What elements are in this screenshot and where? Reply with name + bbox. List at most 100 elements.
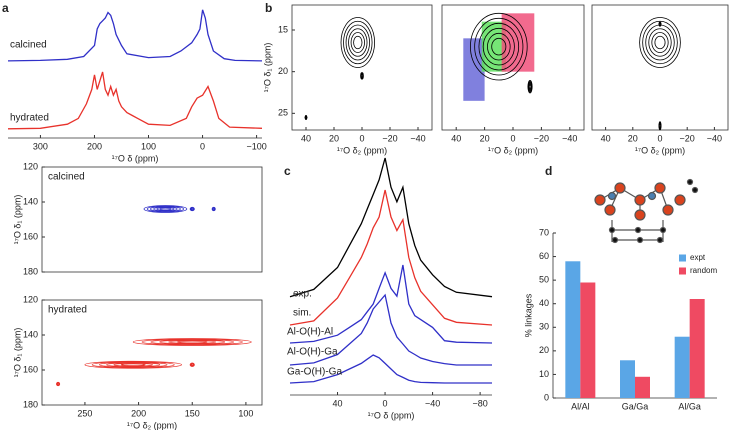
y-tick-label: 15	[278, 24, 288, 34]
y-tick-label: 50	[539, 275, 549, 285]
contour-level	[177, 340, 208, 344]
spectrum-line	[289, 264, 493, 344]
y-axis-label: % linkages	[523, 293, 533, 337]
y-tick-label: 160	[23, 364, 38, 374]
x-tick-label: −80	[472, 398, 487, 408]
y-axis-label: ¹⁷O δ₁ (ppm)	[12, 195, 22, 245]
panel-label: d	[545, 164, 552, 178]
contour-level	[645, 24, 675, 61]
x-tick-label: 20	[480, 133, 490, 143]
y-tick-label: 120	[23, 161, 38, 171]
legend-label: expt	[690, 253, 706, 262]
region	[463, 38, 485, 101]
x-tick-label: 200	[131, 408, 146, 418]
contour-level	[143, 205, 188, 213]
x-tick-label: −20	[534, 133, 549, 143]
contour-level	[146, 205, 185, 213]
x-tick-label: 150	[185, 408, 200, 418]
x-tick-label: 100	[238, 408, 253, 418]
legend-label: random	[690, 266, 717, 275]
contour-level	[487, 32, 511, 61]
panel-label: a	[2, 1, 9, 15]
x-tick-label: −20	[680, 133, 695, 143]
x-tick-label: −20	[382, 133, 397, 143]
series-label: hydrated	[10, 113, 49, 124]
contour-level	[191, 363, 194, 366]
contour-level	[360, 74, 364, 78]
contour-level	[153, 206, 178, 212]
molecule	[594, 178, 699, 244]
bar	[635, 376, 650, 398]
contour-level	[348, 28, 368, 57]
contour-level	[120, 363, 146, 367]
contour-level	[648, 28, 672, 57]
y-tick-label: 30	[539, 322, 549, 332]
panel-label: c	[284, 164, 291, 178]
y-tick-label: 70	[539, 227, 549, 237]
series-label: Al-O(H)-Al	[287, 327, 333, 338]
contour-level	[482, 27, 515, 66]
x-axis-label: ¹⁷O δ₂ (ppm)	[635, 145, 685, 155]
contour-level	[141, 338, 243, 346]
contour-level	[474, 17, 524, 76]
x-tick-label: Al/Ga	[678, 401, 701, 411]
contour-level	[658, 124, 662, 128]
x-tick-label: 20	[329, 133, 339, 143]
x-tick-label: 250	[77, 408, 92, 418]
y-tick-label: 10	[539, 369, 549, 379]
x-tick-label: 40	[601, 133, 611, 143]
contour-level	[91, 361, 175, 369]
x-tick-label: −40	[410, 133, 425, 143]
contour-level	[113, 362, 153, 367]
contour-level	[99, 361, 168, 368]
x-tick-label: −40	[562, 133, 577, 143]
x-tick-label: 200	[87, 141, 102, 151]
y-tick-label: 20	[539, 345, 549, 355]
y-tick-label: 180	[23, 399, 38, 409]
contour-level	[353, 35, 363, 50]
x-axis-label: ¹⁷O δ (ppm)	[368, 410, 415, 420]
x-tick-label: Al/Al	[571, 401, 590, 411]
x-tick-label: Ga/Ga	[622, 401, 649, 411]
series-label: Ga-O(H)-Ga	[287, 367, 342, 378]
contour-level	[168, 340, 217, 344]
x-tick-label: 20	[628, 133, 638, 143]
panel-label: b	[265, 1, 272, 15]
x-tick-label: 40	[301, 133, 311, 143]
bar	[580, 282, 596, 398]
x-axis-label: ¹⁷O δ₂ (ppm)	[337, 145, 387, 155]
contour-level	[350, 32, 365, 53]
x-axis-label: ¹⁷O δ (ppm)	[112, 153, 159, 163]
contour-level	[156, 207, 175, 211]
series-label: exp.	[293, 289, 312, 300]
x-tick-label: 0	[200, 141, 205, 151]
contour-level	[658, 22, 662, 26]
y-tick-label: 40	[539, 298, 549, 308]
series-label: Al-O(H)-Ga	[287, 347, 338, 358]
plot-frame	[291, 4, 433, 131]
spectrum-line	[7, 71, 263, 130]
contour-level	[343, 20, 373, 65]
contour-level	[642, 20, 678, 65]
y-tick-label: 140	[23, 329, 38, 339]
contour-level	[191, 207, 194, 211]
contour-level	[639, 17, 681, 68]
series-label: calcined	[10, 40, 47, 51]
bar	[620, 360, 635, 398]
x-tick-label: 300	[33, 141, 48, 151]
contour-level	[132, 338, 252, 346]
x-tick-label: 40	[451, 133, 461, 143]
y-tick-label: 20	[278, 66, 288, 76]
x-tick-label: 0	[510, 133, 515, 143]
x-tick-label: −40	[425, 398, 440, 408]
spectrum-line	[289, 157, 493, 298]
legend-swatch	[679, 267, 686, 275]
bar	[565, 261, 581, 398]
spectrum-line	[289, 293, 492, 366]
panel-label: calcined	[48, 172, 85, 183]
contour-level	[340, 17, 375, 68]
contour-level	[212, 207, 215, 211]
contour-level	[478, 22, 520, 71]
y-tick-label: 25	[278, 108, 288, 118]
